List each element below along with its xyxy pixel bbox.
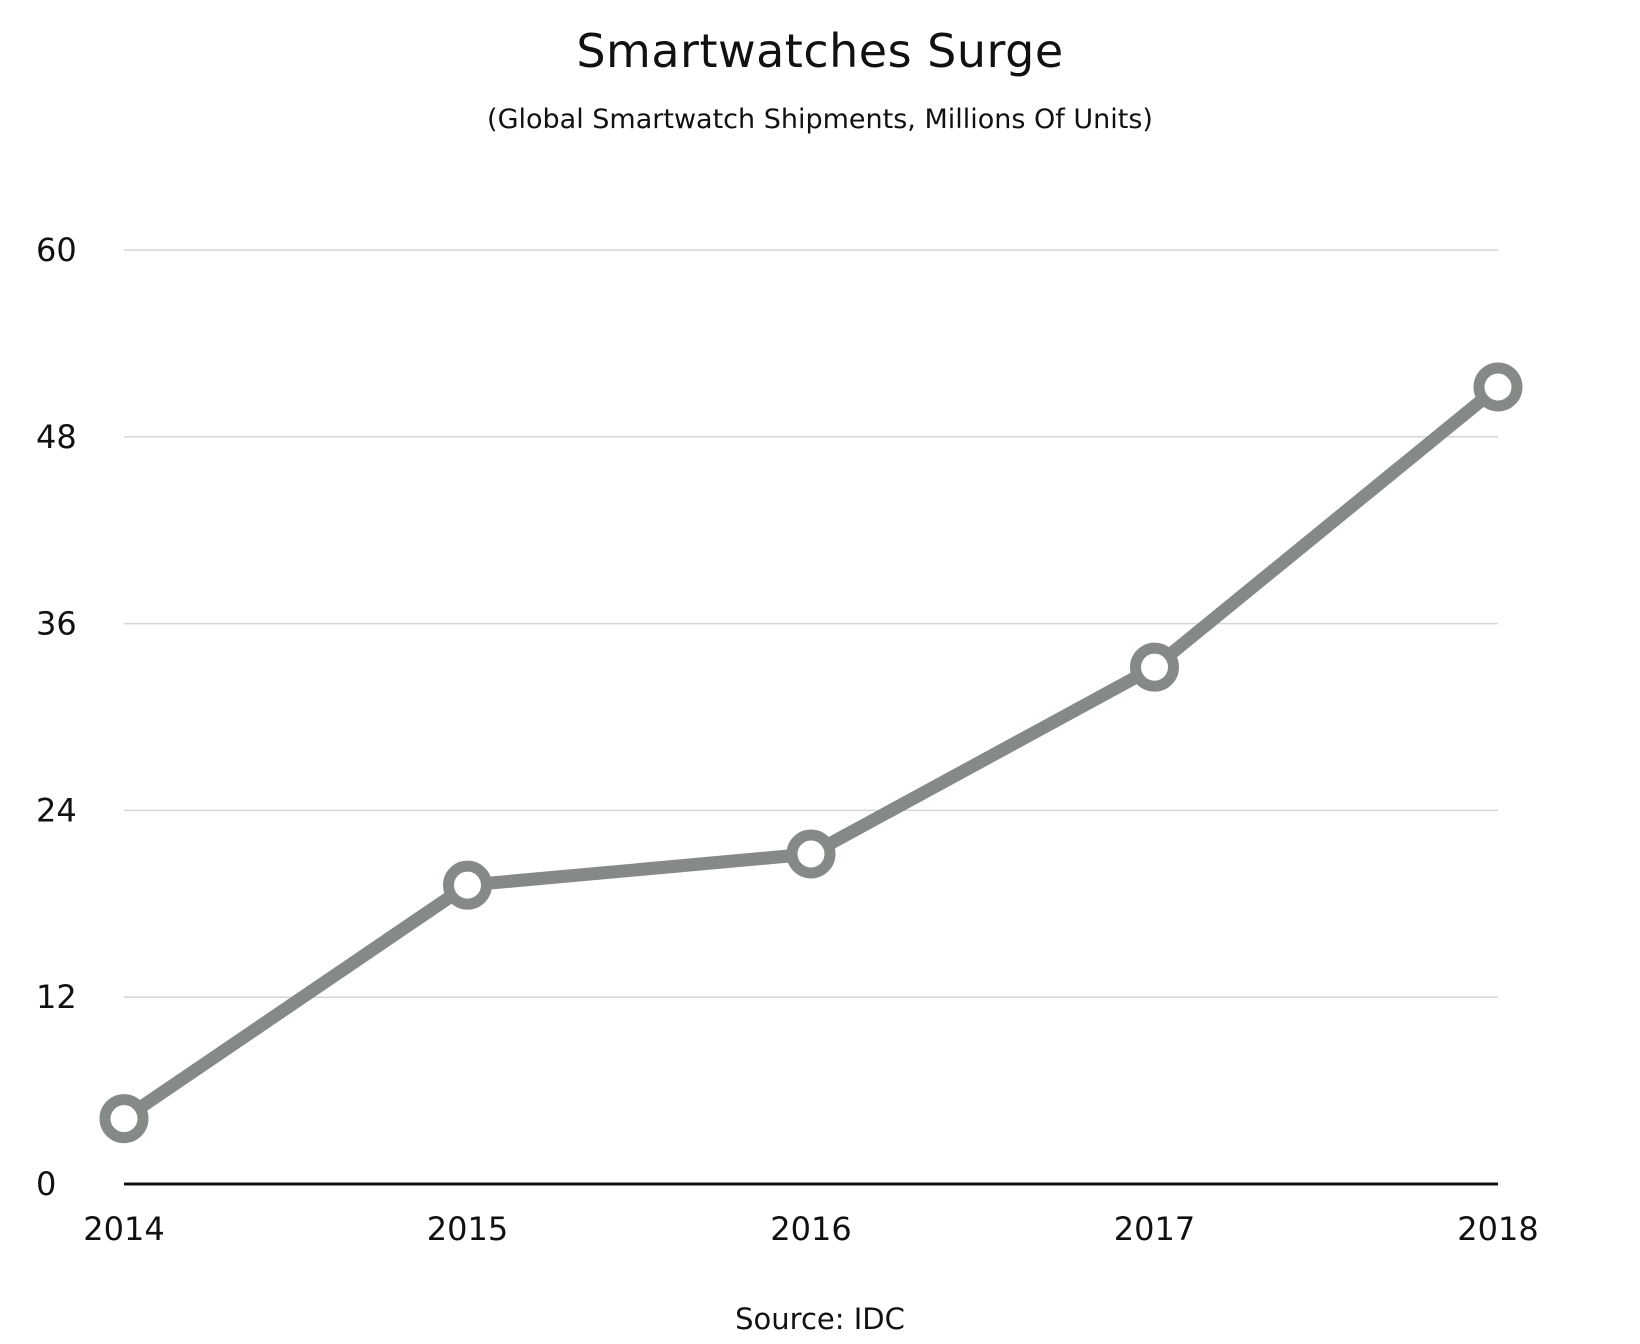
chart-subtitle: (Global Smartwatch Shipments, Millions O…	[487, 104, 1153, 135]
y-tick-label: 36	[36, 605, 77, 643]
data-point-2016	[786, 829, 836, 879]
series-shipments	[99, 362, 1523, 1144]
x-tick-label: 2017	[1114, 1210, 1195, 1248]
x-tick-label: 2015	[427, 1210, 508, 1248]
y-tick-label: 24	[36, 791, 77, 829]
source-note: Source: IDC	[735, 1302, 905, 1336]
y-tick-label: 60	[36, 231, 77, 269]
x-axis-ticks: 2014 2015 2016 2017 2018	[83, 1210, 1538, 1248]
y-tick-label: 0	[36, 1165, 56, 1203]
x-tick-label: 2018	[1457, 1210, 1538, 1248]
data-point-2015	[443, 860, 492, 910]
y-tick-label: 12	[36, 978, 77, 1016]
gridlines	[124, 249, 1498, 998]
y-axis-ticks: 0 12 24 36 48 60	[36, 231, 77, 1203]
data-point-2018	[1473, 362, 1523, 412]
y-tick-label: 48	[36, 418, 77, 456]
data-point-2014	[99, 1094, 149, 1144]
data-point-2017	[1130, 642, 1179, 692]
x-tick-label: 2016	[770, 1210, 851, 1248]
chart-title: Smartwatches Surge	[576, 24, 1064, 78]
series-line	[117, 380, 1505, 1126]
x-tick-label: 2014	[83, 1210, 164, 1248]
